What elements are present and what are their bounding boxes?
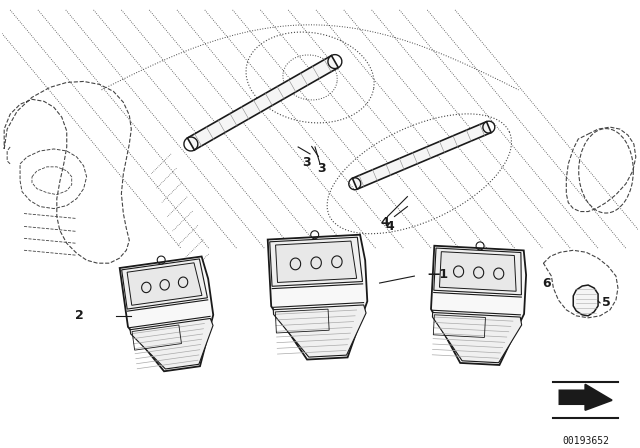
Polygon shape <box>440 252 516 291</box>
Polygon shape <box>559 384 612 410</box>
Text: —1: —1 <box>428 267 449 280</box>
Polygon shape <box>431 246 526 365</box>
Text: 3: 3 <box>302 156 310 169</box>
Text: 6: 6 <box>542 276 551 289</box>
Polygon shape <box>269 237 362 286</box>
Polygon shape <box>127 263 202 305</box>
Text: 2: 2 <box>76 309 84 322</box>
Polygon shape <box>573 285 598 316</box>
Polygon shape <box>122 259 207 309</box>
Text: 4: 4 <box>385 220 394 233</box>
Polygon shape <box>120 257 213 371</box>
Text: 5: 5 <box>602 297 611 310</box>
Polygon shape <box>188 56 339 150</box>
Polygon shape <box>268 235 367 360</box>
Text: 4: 4 <box>380 216 389 229</box>
Text: 00193652: 00193652 <box>562 436 609 446</box>
Polygon shape <box>353 122 491 189</box>
Polygon shape <box>433 313 522 363</box>
Polygon shape <box>130 319 213 369</box>
Polygon shape <box>273 305 366 357</box>
Polygon shape <box>276 241 356 282</box>
Text: 3: 3 <box>317 162 326 175</box>
Polygon shape <box>434 248 522 295</box>
